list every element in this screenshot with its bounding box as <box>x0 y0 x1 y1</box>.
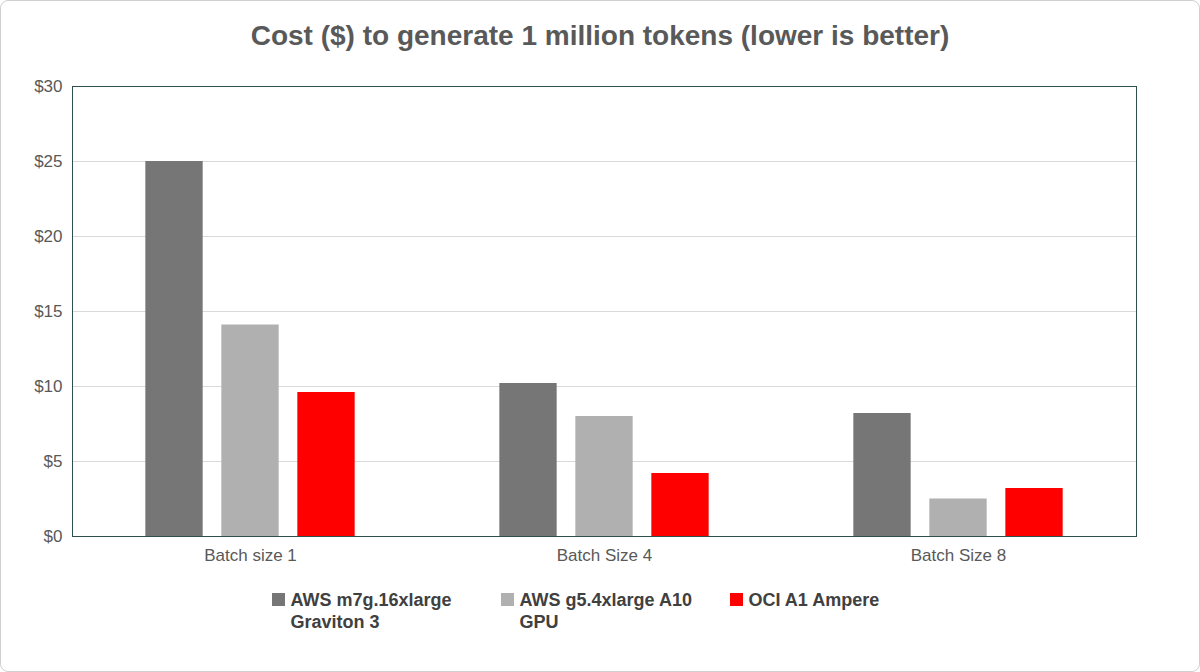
html-text:AWS g5.4xlarge A10 GPU: AWS g5.4xlarge A10 GPU <box>519 590 692 632</box>
svg-text:Batch size 1: Batch size 1 <box>204 546 297 565</box>
svg-text:$0: $0 <box>44 527 63 546</box>
html-text:Cost ($) to generate 1 million: Cost ($) to generate 1 million tokens (l… <box>250 20 950 51</box>
svg-text:$25: $25 <box>34 152 62 171</box>
svg-text:$15: $15 <box>34 302 62 321</box>
svg-text:$5: $5 <box>44 452 63 471</box>
svg-text:$10: $10 <box>34 377 62 396</box>
html-text:OCI A1 Ampere: OCI A1 Ampere <box>748 590 880 610</box>
svg-text:Batch Size 8: Batch Size 8 <box>911 546 1006 565</box>
html-text:AWS m7g.16xlarge Graviton 3: AWS m7g.16xlarge Graviton 3 <box>290 590 452 632</box>
svg-text:$30: $30 <box>34 77 62 96</box>
svg-text:Batch Size 4: Batch Size 4 <box>557 546 652 565</box>
svg-text:$20: $20 <box>34 227 62 246</box>
